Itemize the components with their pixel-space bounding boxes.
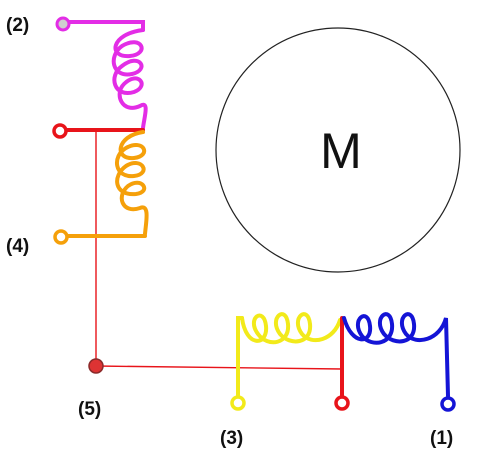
motor-circle [215, 27, 461, 273]
motor: M [215, 27, 461, 273]
terminal-3-label: (3) [220, 428, 243, 449]
terminal-1-label: (1) [430, 428, 453, 449]
terminal-4-label: (4) [6, 236, 29, 257]
terminal-5-label: (5) [78, 399, 101, 420]
common-wire-thin [95, 131, 343, 370]
motor-label: M [320, 123, 362, 179]
terminal-2-label: (2) [6, 15, 29, 36]
coil-yellow [236, 312, 342, 397]
terminal-4-connector [53, 229, 69, 245]
coil-magenta [66, 20, 148, 130]
coil-orange [66, 130, 149, 238]
terminal-2-connector [55, 16, 71, 32]
terminal-5-connector [88, 358, 104, 374]
terminal-3-connector [230, 395, 246, 411]
coil-blue [342, 312, 450, 398]
terminal-1-connector [440, 396, 456, 412]
terminal-left-center-connector [52, 123, 68, 139]
terminal-bottom-center-connector [334, 395, 350, 411]
